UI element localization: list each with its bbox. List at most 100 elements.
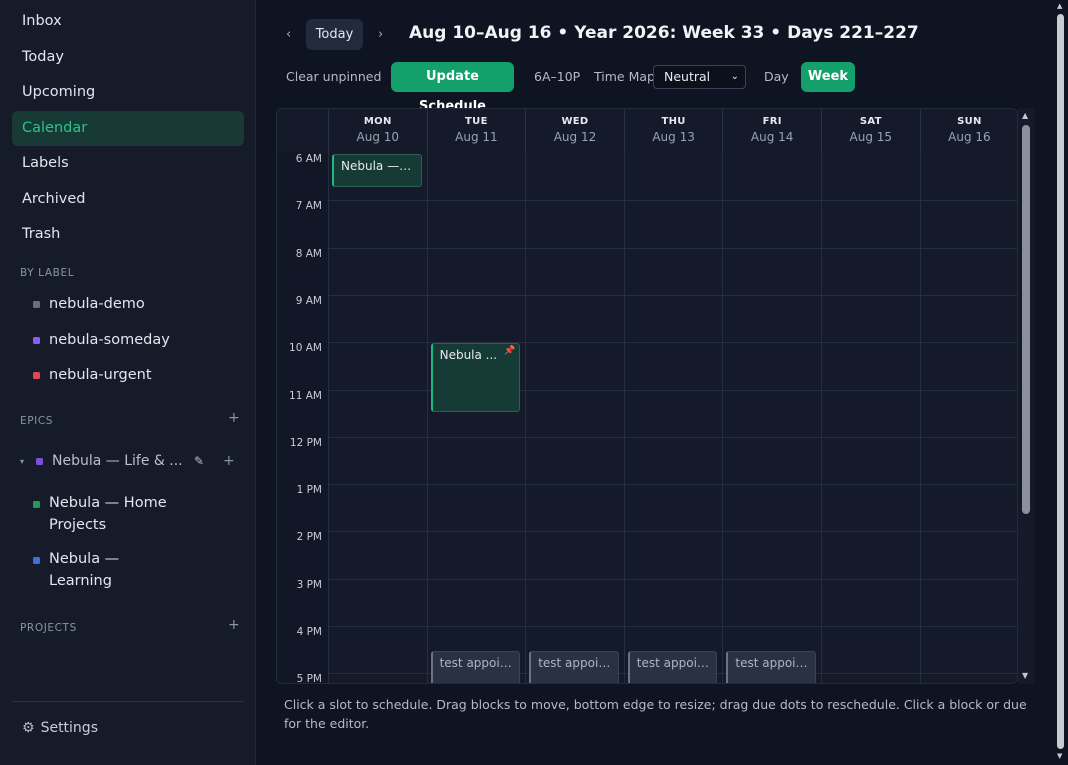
subproject-home-projects[interactable]: Nebula — Home Projects (33, 493, 167, 536)
subproject-name-line1: Nebula — Home (49, 495, 167, 511)
hour-line (328, 342, 1017, 344)
label-color-dot (33, 371, 40, 379)
calendar-grid[interactable]: MON Aug 10 TUE Aug 11 WED Aug 12 THU Aug 13 FRI A… (276, 108, 1018, 684)
day-date: Aug 14 (750, 130, 794, 144)
scroll-down-icon[interactable]: ▼ (1057, 752, 1063, 760)
settings-link[interactable]: ⚙ Settings (22, 720, 98, 736)
gear-icon: ⚙ (22, 720, 35, 736)
day-date: Aug 15 (849, 130, 893, 144)
scroll-down-icon[interactable]: ▼ (1022, 671, 1029, 680)
day-view-button[interactable]: Day (764, 69, 789, 84)
event-block[interactable]: Nebula ... 📌 (430, 343, 521, 413)
epic-color-dot (36, 457, 44, 465)
nav-inbox[interactable]: Inbox (22, 13, 62, 29)
nav-archived[interactable]: Archived (22, 191, 86, 207)
nav-trash[interactable]: Trash (22, 226, 61, 242)
label-item-nebula-someday[interactable]: nebula-someday (33, 328, 170, 352)
day-name: FRI (762, 116, 782, 127)
week-view-button[interactable]: Week (801, 62, 855, 92)
day-header-sat: SAT Aug 15 (821, 109, 920, 153)
time-label: 2 PM (296, 531, 322, 544)
column-divider (525, 153, 527, 683)
add-subproject-button[interactable]: + (223, 453, 235, 469)
settings-label: Settings (40, 720, 98, 736)
nav-labels[interactable]: Labels (22, 155, 69, 171)
event-block[interactable]: test appoint... (627, 650, 718, 683)
hour-line (328, 247, 1017, 249)
hour-line (328, 389, 1017, 391)
subproject-learning[interactable]: Nebula — Learning (33, 549, 119, 592)
day-date: Aug 11 (455, 130, 498, 144)
scroll-thumb[interactable] (1022, 125, 1030, 514)
column-divider (328, 153, 329, 683)
event-title: Nebula — C... (341, 159, 422, 173)
label-item-nebula-demo[interactable]: nebula-demo (33, 292, 145, 316)
event-block[interactable]: test appoint... (529, 650, 619, 683)
pencil-icon[interactable]: ✎ (194, 454, 205, 468)
scroll-up-icon[interactable]: ▲ (1057, 2, 1063, 10)
epic-name: Nebula — Life & ... (52, 453, 183, 469)
event-title: test appoint... (439, 655, 521, 670)
update-schedule-button[interactable]: Update Schedule (391, 62, 514, 114)
day-header-fri: FRI Aug 14 (722, 109, 821, 153)
prev-week-button[interactable]: ‹ (286, 27, 292, 42)
label-item-nebula-urgent[interactable]: nebula-urgent (33, 363, 152, 387)
project-color-dot (33, 557, 40, 564)
column-divider (426, 153, 428, 683)
scroll-up-icon[interactable]: ▲ (1022, 111, 1029, 120)
day-header-mon: MON Aug 10 (328, 109, 427, 153)
column-divider (821, 153, 822, 683)
label-color-dot (33, 300, 40, 308)
add-epic-button[interactable]: + (228, 410, 240, 426)
column-divider (623, 153, 625, 683)
by-label-heading: BY LABEL (20, 267, 75, 279)
pin-icon[interactable]: 📌 (503, 346, 516, 357)
hour-line (328, 578, 1017, 580)
subproject-name-line1: Nebula — (49, 551, 120, 567)
page-scrollbar[interactable]: ▲ ▼ (1053, 0, 1068, 765)
time-label: 4 PM (296, 626, 322, 638)
clear-unpinned-button[interactable]: Clear unpinned (286, 69, 382, 84)
range-label: 6A–10P (534, 69, 581, 84)
event-block[interactable]: Nebula — C... (332, 154, 422, 188)
event-title: test appoint... (735, 655, 816, 670)
today-button[interactable]: Today (306, 19, 363, 50)
event-title: Nebula ... (439, 348, 498, 363)
time-label: 1 PM (296, 484, 322, 497)
time-map-label: Time Map (594, 69, 655, 84)
label-name: nebula-urgent (49, 367, 152, 383)
project-color-dot (33, 501, 40, 508)
label-name: nebula-someday (49, 332, 170, 348)
scroll-thumb[interactable] (1057, 14, 1064, 749)
chevron-down-icon[interactable]: ▾ (20, 456, 25, 466)
nav-today[interactable]: Today (22, 49, 64, 65)
event-block[interactable]: test appoint... (430, 650, 521, 683)
nav-calendar[interactable]: Calendar (12, 111, 244, 146)
column-divider (722, 153, 724, 683)
event-block[interactable]: test appoint... (726, 650, 816, 683)
column-divider (919, 153, 921, 683)
projects-heading: PROJECTS (20, 622, 77, 634)
hour-line (328, 484, 1017, 486)
epics-heading: EPICS (20, 415, 54, 427)
divider (12, 701, 244, 702)
time-label: 8 AM (295, 247, 322, 260)
nav-upcoming[interactable]: Upcoming (22, 84, 96, 100)
day-header-tue: TUE Aug 11 (426, 109, 526, 153)
next-week-button[interactable]: › (378, 27, 384, 42)
day-name: THU (661, 116, 686, 127)
hour-line (328, 294, 1017, 296)
time-label: 6 AM (295, 153, 322, 165)
time-label: 9 AM (295, 294, 322, 307)
page-title: Aug 10–Aug 16 • Year 2026: Week 33 • Day… (409, 23, 919, 43)
add-project-button[interactable]: + (228, 617, 240, 633)
calendar-scrollbar[interactable]: ▲ ▼ (1018, 108, 1034, 684)
hour-line (328, 436, 1017, 438)
day-date: Aug 10 (356, 130, 400, 144)
time-label: 7 AM (295, 200, 322, 213)
day-date: Aug 16 (948, 130, 991, 144)
time-map-select[interactable]: Neutral ⌄ (653, 65, 746, 89)
epic-row[interactable]: ▾ Nebula — Life & ... ✎ + (20, 450, 245, 472)
day-name: SAT (859, 116, 882, 127)
